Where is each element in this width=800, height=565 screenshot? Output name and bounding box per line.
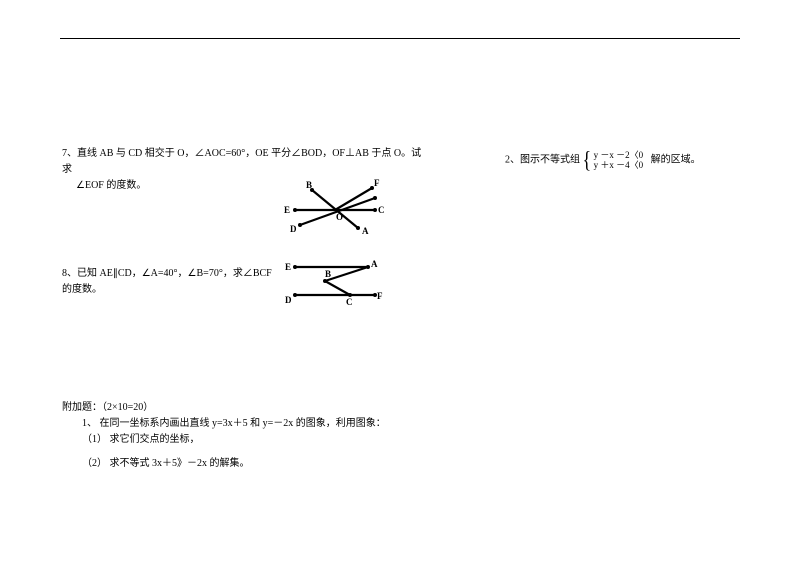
label8-F: F <box>377 291 383 301</box>
label8-D: D <box>285 295 292 305</box>
label-O: O <box>336 212 343 222</box>
bonus-q1-text: 在同一坐标系内画出直线 y=3x＋5 和 y=－2x 的图象，利用图象： <box>100 418 386 429</box>
brace-icon: { <box>583 142 592 179</box>
problem-2-suffix: 解的区域。 <box>651 155 701 166</box>
label-C: C <box>378 205 385 215</box>
bonus-header: 附加题：（2×10=20） <box>62 400 462 416</box>
top-rule <box>60 38 740 39</box>
bonus-q1-num: 1、 <box>82 418 97 429</box>
bonus-q1-sub1: （1） 求它们交点的坐标， <box>82 432 462 448</box>
problem-7-num: 7、 <box>62 148 77 159</box>
problem-8-num: 8、 <box>62 268 77 279</box>
problem-2-prefix: 图示不等式组 <box>520 155 580 166</box>
label-E: E <box>284 205 290 215</box>
label-B: B <box>306 180 312 190</box>
bonus-q1-sub2: （2） 求不等式 3x＋5》－2x 的解集。 <box>82 456 462 472</box>
label8-A: A <box>371 259 378 269</box>
sys-line2: y ＋x －4〈0 <box>594 160 644 170</box>
problem-8-text: 已知 AE∥CD，∠A=40°，∠B=70°，求∠BCF 的度数。 <box>62 268 272 295</box>
problem-7-line1: 直线 AB 与 CD 相交于 O，∠AOC=60°，OE 平分∠BOD，OF⊥A… <box>62 148 421 175</box>
label-A: A <box>362 226 369 236</box>
label8-B: B <box>325 269 331 279</box>
bonus-problems: 附加题：（2×10=20） 1、 在同一坐标系内画出直线 y=3x＋5 和 y=… <box>62 400 462 472</box>
sys-line1: y －x －2〈0 <box>594 150 644 160</box>
system-ineq: y －x －2〈0 y ＋x －4〈0 <box>594 150 644 172</box>
label-F: F <box>374 178 380 188</box>
diagram-7: B F E C D A O <box>280 180 390 240</box>
problem-2: 2、图示不等式组 { y －x －2〈0 y ＋x －4〈0 解的区域。 <box>505 146 765 175</box>
diagram-8: E A B D C F <box>280 255 390 310</box>
problem-8: 8、已知 AE∥CD，∠A=40°，∠B=70°，求∠BCF 的度数。 <box>62 266 282 298</box>
label8-C: C <box>346 297 353 307</box>
label8-E: E <box>285 262 291 272</box>
problem-2-num: 2、 <box>505 155 520 166</box>
label-D: D <box>290 224 297 234</box>
